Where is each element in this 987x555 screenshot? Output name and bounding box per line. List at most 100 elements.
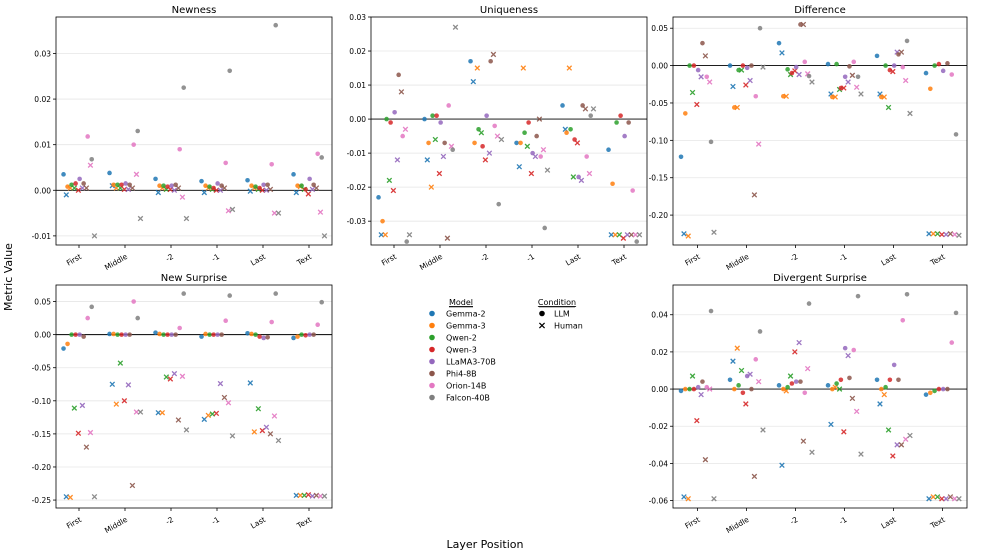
point-llm (855, 74, 861, 80)
point-llm (874, 53, 880, 59)
point-llm (923, 392, 929, 397)
point-llm (584, 154, 589, 159)
legend-swatch (429, 322, 435, 329)
point-llm (434, 113, 439, 118)
point-human (755, 141, 762, 147)
axes-frame (55, 16, 333, 246)
panel-divergent-surprise: -0.06 -0.04 -0.02 0.00 0.02 0.04 First Middle -2… (649, 273, 968, 535)
point-human (317, 493, 324, 499)
point-human (402, 126, 409, 133)
point-human (804, 365, 811, 372)
point-llm (177, 325, 182, 331)
point-llm (111, 331, 116, 337)
point-llm (299, 332, 304, 337)
x-tick-label: First (65, 515, 83, 531)
legend-condition-label: Human (554, 322, 583, 331)
x-tick-label: -1 (210, 252, 221, 264)
point-human (624, 232, 631, 238)
point-human (382, 232, 389, 238)
point-human (947, 231, 954, 237)
point-llm (896, 377, 901, 383)
point-human (275, 437, 282, 444)
point-human (849, 395, 856, 402)
point-llm (273, 291, 279, 296)
y-tick-label: 0.03 (349, 13, 366, 22)
point-human (113, 401, 120, 407)
point-llm (606, 147, 611, 153)
point-llm (622, 133, 627, 139)
y-tick-label: -0.05 (32, 364, 52, 373)
point-llm (753, 357, 759, 362)
point-human (930, 494, 937, 500)
point-human (796, 71, 802, 78)
point-human (711, 229, 717, 236)
point-llm (634, 239, 640, 244)
point-human (179, 373, 186, 380)
point-human (907, 110, 913, 117)
point-human (751, 192, 758, 198)
point-llm (319, 155, 325, 160)
point-llm (249, 331, 254, 337)
point-llm (303, 332, 308, 338)
point-llm (161, 332, 166, 337)
point-human (898, 49, 905, 55)
point-human (75, 187, 82, 194)
point-llm (825, 383, 831, 388)
point-human (209, 411, 216, 417)
point-human (171, 370, 178, 377)
x-tick-label: Last (879, 252, 897, 268)
point-llm (700, 40, 705, 46)
point-llm (73, 332, 78, 337)
point-human (702, 456, 709, 463)
point-llm (253, 332, 258, 337)
x-tick-label: First (683, 252, 701, 268)
point-human (229, 433, 236, 439)
point-llm (776, 383, 782, 388)
point-human (902, 77, 909, 84)
point-human (317, 209, 324, 215)
point-llm (704, 384, 710, 390)
point-llm (923, 70, 929, 76)
point-llm (736, 383, 741, 388)
point-human (167, 376, 174, 382)
point-human (271, 210, 278, 216)
point-llm (744, 373, 750, 379)
y-tick-label: 0.01 (34, 141, 51, 150)
point-llm (806, 301, 812, 306)
point-human (902, 436, 909, 443)
point-human (832, 94, 839, 100)
point-llm (855, 293, 861, 299)
legend-model-label: LLaMA3-70B (446, 358, 496, 367)
point-human (486, 150, 493, 156)
point-llm (376, 195, 381, 200)
point-llm (687, 386, 692, 392)
point-human (706, 79, 713, 85)
point-human (694, 101, 700, 108)
point-human (440, 153, 447, 160)
y-tick-label: -0.20 (32, 463, 52, 472)
point-llm (614, 120, 619, 125)
point-llm (806, 73, 812, 79)
x-tick-label: Last (564, 252, 582, 268)
x-tick-label: -2 (164, 515, 175, 527)
point-human (71, 405, 78, 411)
point-llm (940, 386, 946, 392)
point-llm (683, 386, 688, 392)
y-tick-label: -0.10 (649, 136, 669, 145)
point-human (858, 91, 864, 97)
point-llm (534, 133, 539, 139)
point-llm (450, 147, 456, 153)
point-llm (945, 61, 950, 66)
point-human (390, 187, 397, 194)
legend-condition-label: LLM (554, 310, 570, 319)
point-llm (245, 331, 250, 336)
point-llm (430, 113, 435, 118)
point-human (689, 373, 696, 379)
point-llm (704, 74, 710, 80)
point-human (225, 208, 232, 214)
x-tick-label: First (380, 252, 398, 268)
point-human (251, 429, 258, 435)
point-llm (776, 40, 782, 46)
panel-difference: -0.20 -0.15 -0.10 -0.05 0.00 0.05 First Middle -… (649, 5, 968, 272)
point-llm (904, 291, 910, 297)
